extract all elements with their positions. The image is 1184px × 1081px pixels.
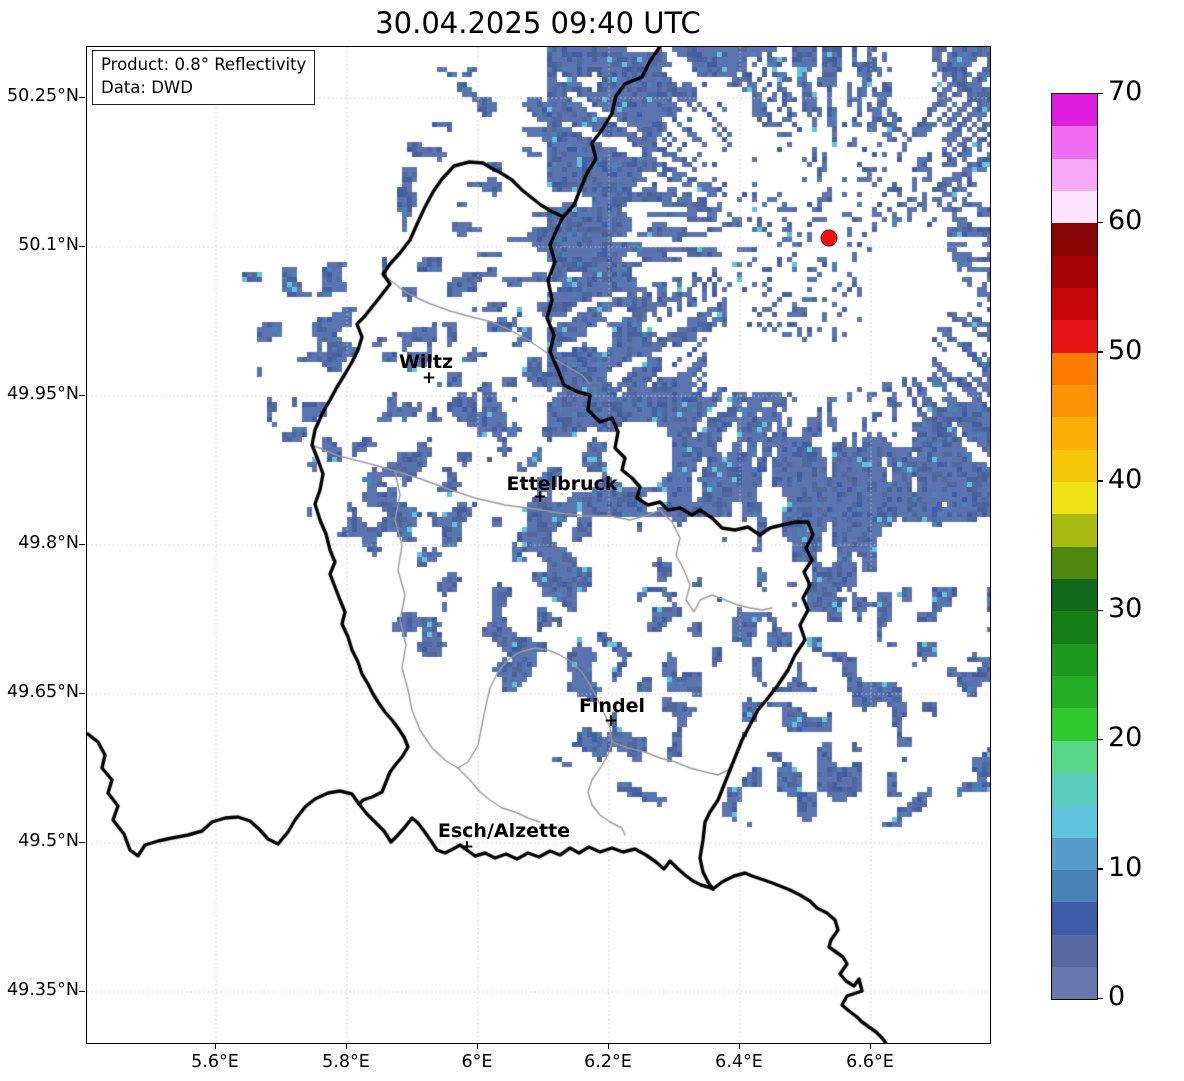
x-tick: [345, 1043, 347, 1049]
info-product-line: Product: 0.8° Reflectivity: [101, 55, 307, 74]
x-tick-label: 6.2°E: [584, 1052, 632, 1072]
colorbar-segment: [1052, 740, 1097, 773]
y-tick-label: 50.1°N: [18, 235, 79, 255]
colorbar-segment: [1052, 805, 1097, 838]
map-plot: Product: 0.8° Reflectivity Data: DWD Wil…: [86, 46, 991, 1044]
radar-site-dot: [820, 229, 838, 247]
colorbar-segment: [1052, 158, 1097, 191]
x-tick: [869, 1043, 871, 1049]
colorbar-tick-label: 0: [1108, 981, 1126, 1012]
colorbar-tick: [1097, 997, 1103, 999]
city-label: Ettelbruck: [506, 473, 618, 495]
x-tick-label: 6.6°E: [846, 1052, 894, 1072]
colorbar-segment: [1052, 449, 1097, 482]
city-label: Esch/Alzette: [437, 820, 571, 842]
colorbar-segment: [1052, 869, 1097, 903]
city-marker: +: [459, 836, 475, 857]
x-tick-label: 6.4°E: [715, 1052, 763, 1072]
colorbar-segment: [1052, 94, 1097, 127]
x-tick: [214, 1043, 216, 1049]
colorbar-tick-label: 20: [1108, 722, 1143, 754]
y-tick: [79, 841, 85, 843]
colorbar-segment: [1052, 223, 1097, 256]
y-tick: [79, 990, 85, 992]
colorbar-segment: [1052, 514, 1097, 547]
colorbar-segment: [1052, 772, 1097, 806]
colorbar-segment: [1052, 611, 1097, 644]
y-tick: [79, 96, 85, 98]
city-marker: +: [532, 486, 548, 507]
x-tick-label: 5.6°E: [191, 1052, 239, 1072]
info-source-line: Data: DWD: [101, 77, 193, 97]
colorbar-segment: [1052, 708, 1097, 741]
y-tick: [79, 543, 85, 545]
plot-title: 30.04.2025 09:40 UTC: [375, 6, 701, 40]
x-tick: [738, 1043, 740, 1049]
colorbar-tick: [1097, 351, 1103, 353]
colorbar-segment: [1052, 481, 1097, 515]
colorbar-segment: [1052, 966, 1097, 1000]
colorbar: [1051, 93, 1098, 1000]
y-tick: [79, 692, 85, 694]
y-tick-label: 49.95°N: [7, 384, 79, 404]
colorbar-segment: [1052, 190, 1097, 224]
y-tick-label: 49.65°N: [7, 682, 79, 702]
city-label: Wiltz: [398, 351, 454, 373]
colorbar-tick: [1097, 738, 1103, 741]
x-tick: [476, 1043, 478, 1049]
colorbar-segment: [1052, 546, 1097, 579]
colorbar-tick-label: 10: [1108, 851, 1143, 883]
colorbar-tick: [1097, 609, 1103, 612]
colorbar-tick-label: 60: [1108, 205, 1143, 237]
colorbar-segment: [1052, 643, 1097, 676]
colorbar-tick: [1097, 480, 1103, 482]
colorbar-segment: [1052, 320, 1097, 353]
colorbar-segment: [1052, 675, 1097, 709]
x-tick-label: 6°E: [461, 1052, 493, 1072]
info-box: Product: 0.8° Reflectivity Data: DWD: [92, 50, 316, 105]
map-canvas: [87, 47, 990, 1043]
city-marker: +: [603, 710, 619, 731]
y-tick: [79, 394, 85, 396]
city-label: Findel: [578, 695, 646, 717]
colorbar-segment: [1052, 417, 1097, 450]
y-tick: [79, 245, 85, 247]
colorbar-tick-label: 30: [1108, 593, 1143, 625]
colorbar-tick-label: 50: [1108, 334, 1143, 366]
colorbar-tick-label: 40: [1108, 463, 1143, 495]
y-tick-label: 49.35°N: [7, 980, 79, 1000]
colorbar-segment: [1052, 126, 1097, 159]
x-tick-label: 5.8°E: [322, 1052, 370, 1072]
colorbar-segment: [1052, 934, 1097, 967]
colorbar-segment: [1052, 255, 1097, 288]
y-tick-label: 49.5°N: [18, 831, 79, 851]
colorbar-tick: [1097, 221, 1103, 224]
colorbar-segment: [1052, 384, 1097, 418]
colorbar-segment: [1052, 287, 1097, 321]
city-marker: +: [421, 367, 437, 388]
y-tick-label: 49.8°N: [18, 533, 79, 553]
colorbar-tick-label: 70: [1108, 76, 1143, 107]
colorbar-segment: [1052, 837, 1097, 870]
colorbar-segment: [1052, 902, 1097, 935]
colorbar-segment: [1052, 352, 1097, 385]
y-tick-label: 50.25°N: [7, 86, 79, 106]
colorbar-segment: [1052, 578, 1097, 612]
colorbar-tick: [1097, 92, 1103, 94]
colorbar-tick: [1097, 868, 1103, 870]
x-tick: [607, 1043, 609, 1049]
